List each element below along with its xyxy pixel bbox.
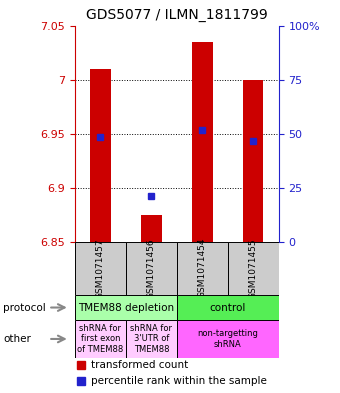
Title: GDS5077 / ILMN_1811799: GDS5077 / ILMN_1811799: [86, 8, 268, 22]
Text: transformed count: transformed count: [91, 360, 188, 371]
Bar: [75, 242, 126, 295]
Bar: [141, 215, 162, 242]
Bar: [192, 42, 212, 242]
Text: other: other: [3, 334, 31, 344]
Bar: [126, 320, 177, 358]
Text: GSM1071455: GSM1071455: [249, 238, 258, 299]
Text: GSM1071457: GSM1071457: [96, 238, 105, 299]
Bar: [90, 69, 110, 242]
Text: non-targetting
shRNA: non-targetting shRNA: [197, 329, 258, 349]
Text: shRNA for
first exon
of TMEM88: shRNA for first exon of TMEM88: [77, 324, 123, 354]
Bar: [228, 242, 279, 295]
Text: GSM1071454: GSM1071454: [198, 238, 207, 298]
Bar: [177, 320, 279, 358]
Text: GSM1071456: GSM1071456: [147, 238, 156, 299]
Text: control: control: [210, 303, 246, 312]
Text: protocol: protocol: [3, 303, 46, 312]
Bar: [75, 295, 177, 320]
Bar: [177, 242, 228, 295]
Bar: [177, 295, 279, 320]
Text: TMEM88 depletion: TMEM88 depletion: [78, 303, 174, 312]
Bar: [243, 79, 264, 242]
Text: shRNA for
3'UTR of
TMEM88: shRNA for 3'UTR of TMEM88: [130, 324, 172, 354]
Text: percentile rank within the sample: percentile rank within the sample: [91, 376, 267, 386]
Bar: [126, 242, 177, 295]
Bar: [75, 320, 126, 358]
